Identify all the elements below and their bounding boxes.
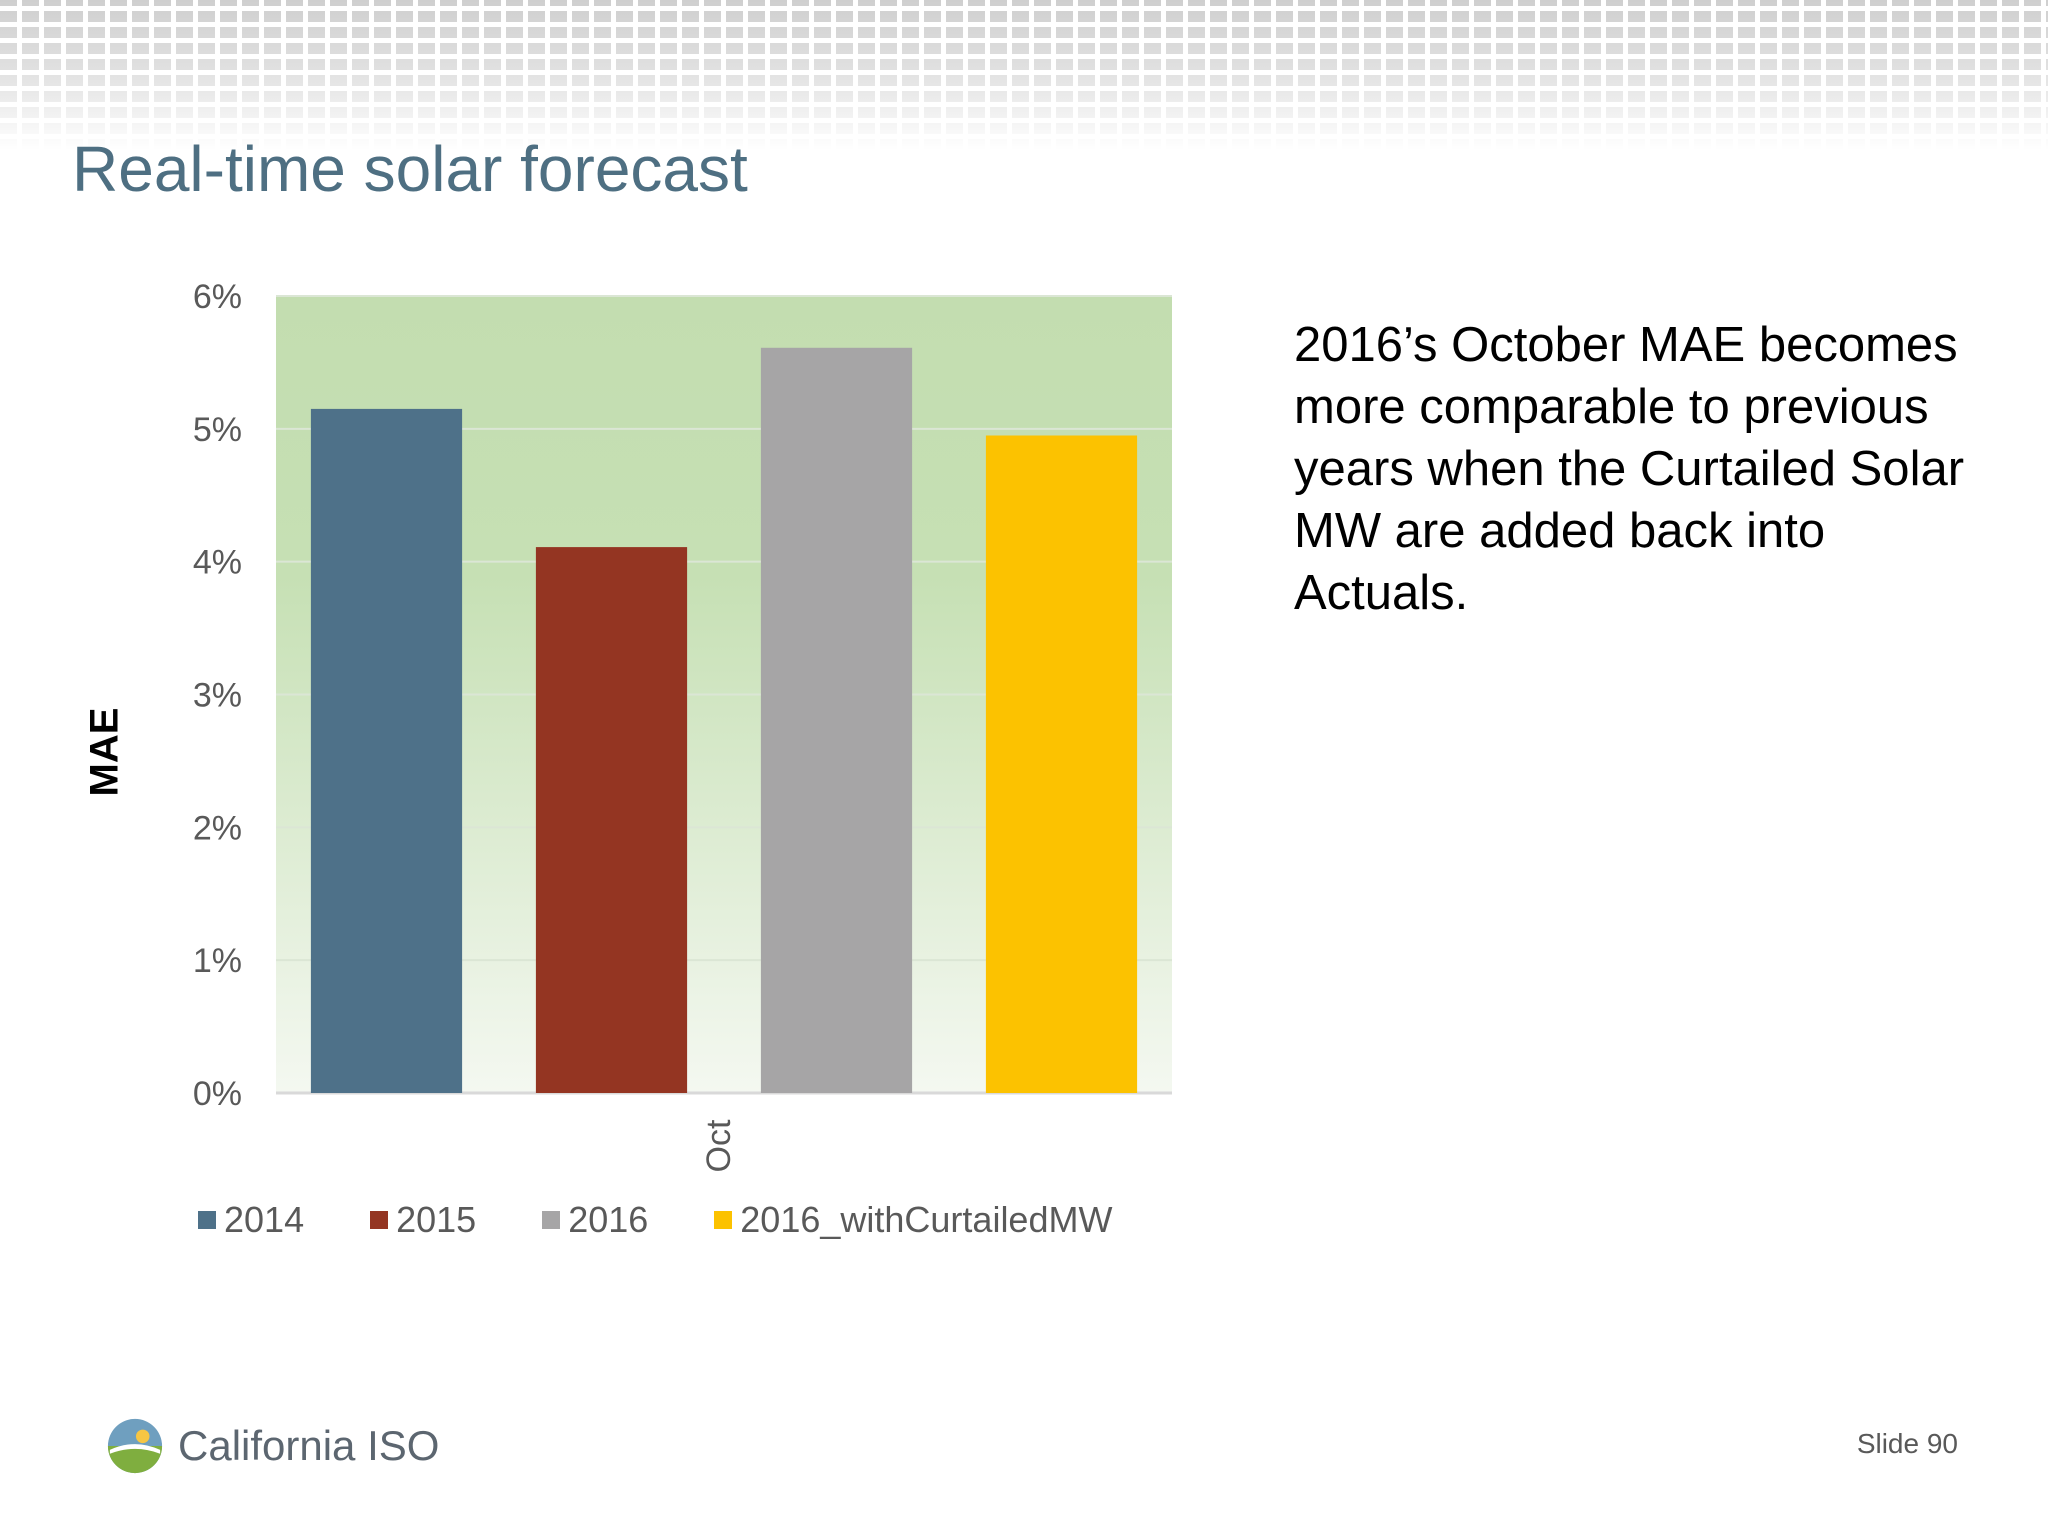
legend-label: 2014 (224, 1199, 305, 1240)
legend-item: 2016 (542, 1199, 648, 1241)
x-tick-label: Oct (700, 1119, 738, 1172)
header-pattern-band (0, 0, 2048, 150)
legend-swatch (714, 1211, 733, 1229)
company-logo: California ISO (106, 1416, 439, 1476)
legend-item: 2014 (198, 1199, 304, 1241)
y-tick-label: 0% (193, 1075, 242, 1113)
legend-label: 2015 (396, 1199, 477, 1240)
legend-label: 2016 (568, 1199, 649, 1240)
y-tick-label: 3% (193, 677, 242, 715)
legend-swatch (542, 1211, 561, 1229)
slide-title: Real-time solar forecast (72, 133, 748, 205)
bar-2015 (535, 547, 688, 1093)
y-axis-label: MAE (82, 707, 127, 797)
bar-2016-withcurtailedmw (985, 435, 1138, 1093)
legend-swatch (198, 1211, 216, 1229)
y-tick-label: 4% (193, 544, 242, 582)
legend-label: 2016_withCurtailedMW (740, 1199, 1113, 1240)
chart-legend: 2014 2015 2016 2016_withCurtailedMW (198, 1196, 1112, 1244)
y-tick-label: 1% (193, 942, 242, 980)
legend-swatch (370, 1211, 389, 1229)
y-axis-ticks: 0% 1% 2% 3% 4% 5% 6% (193, 278, 242, 1113)
legend-item: 2015 (370, 1199, 476, 1241)
bars (310, 347, 1138, 1093)
legend-item: 2016_withCurtailedMW (714, 1199, 1112, 1241)
bar-2016 (760, 347, 913, 1093)
y-tick-label: 5% (193, 411, 242, 449)
y-tick-label: 6% (193, 278, 242, 316)
bar-2014 (310, 408, 463, 1093)
y-tick-label: 2% (193, 809, 242, 847)
logo-text: California ISO (178, 1422, 440, 1469)
x-axis-ticks: Oct (700, 1119, 738, 1172)
sun-globe-logo-icon (107, 1418, 163, 1474)
slide-number: Slide 90 (1856, 1428, 1958, 1459)
annotation-text: 2016’s October MAE becomes more comparab… (1294, 318, 1965, 620)
